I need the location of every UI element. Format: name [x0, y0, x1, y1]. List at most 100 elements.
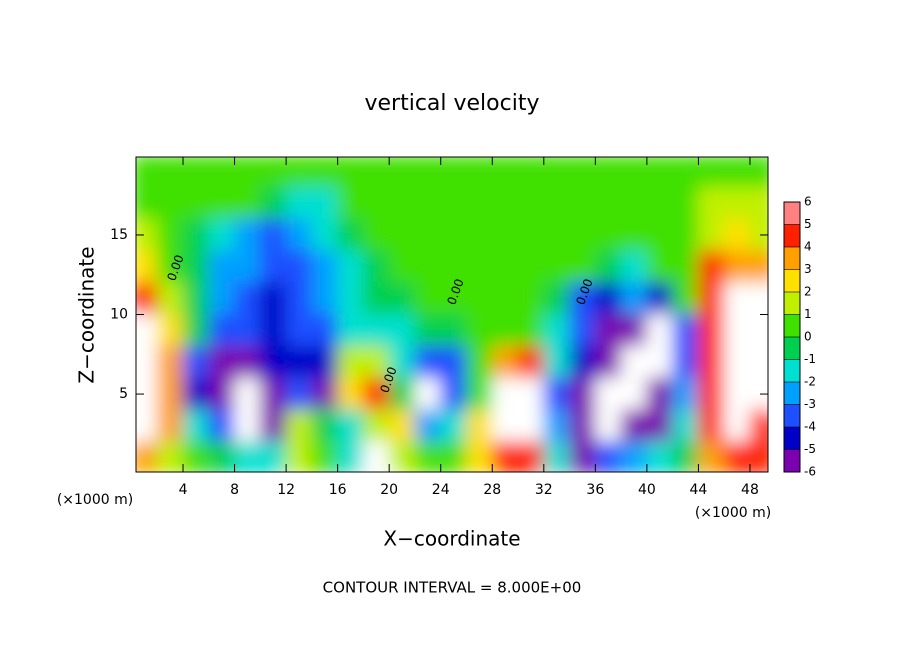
- colorbar-tick-label: -1: [804, 352, 816, 366]
- colorbar-swatch: [784, 292, 800, 315]
- cell: [569, 409, 596, 443]
- x-tick-label: 48: [741, 482, 759, 498]
- cell: [440, 186, 467, 220]
- cell: [337, 157, 364, 188]
- cell: [491, 409, 519, 443]
- cell: [723, 314, 751, 347]
- cell: [285, 377, 313, 411]
- cell: [723, 250, 751, 284]
- cell: [697, 441, 725, 472]
- colorbar-swatch: [784, 359, 800, 382]
- cell: [259, 250, 287, 284]
- cell: [465, 314, 493, 347]
- cell: [362, 282, 390, 315]
- cell: [362, 409, 390, 443]
- colorbar-swatch: [784, 314, 800, 337]
- cell: [337, 314, 364, 347]
- x-tick-label: 28: [483, 482, 501, 498]
- cell: [388, 441, 416, 472]
- cell: [311, 441, 339, 472]
- cell: [749, 314, 768, 347]
- cell: [594, 186, 622, 220]
- cell: [156, 282, 184, 315]
- cell: [646, 441, 674, 472]
- cell: [337, 441, 364, 472]
- x-tick-label: 44: [690, 482, 708, 498]
- cell: [136, 218, 158, 252]
- cell: [208, 186, 236, 220]
- cell: [414, 314, 442, 347]
- cell: [672, 250, 699, 284]
- colorbar-tick-label: -4: [804, 420, 816, 434]
- cell: [234, 250, 261, 284]
- cell: [672, 186, 699, 220]
- cell: [182, 314, 210, 347]
- cell: [440, 157, 467, 188]
- chart-title: vertical velocity: [364, 91, 539, 116]
- cell: [543, 345, 571, 379]
- cell: [569, 441, 596, 472]
- cell: [697, 345, 725, 379]
- cell: [440, 345, 467, 379]
- cell: [337, 282, 364, 315]
- cell: [465, 250, 493, 284]
- cell: [646, 250, 674, 284]
- cell: [672, 377, 699, 411]
- cell: [543, 157, 571, 188]
- cell: [311, 186, 339, 220]
- cell: [569, 157, 596, 188]
- x-tick-label: 36: [586, 482, 604, 498]
- cell: [723, 345, 751, 379]
- field: [136, 157, 768, 472]
- cell: [208, 345, 236, 379]
- cell: [285, 345, 313, 379]
- x-tick-label: 20: [380, 482, 398, 498]
- cell: [311, 250, 339, 284]
- cell: [156, 441, 184, 472]
- cell: [208, 314, 236, 347]
- cell: [491, 218, 519, 252]
- cell: [723, 282, 751, 315]
- colorbar-swatch: [784, 337, 800, 360]
- cell: [285, 186, 313, 220]
- cell: [156, 250, 184, 284]
- cell: [388, 218, 416, 252]
- x-tick-label: 24: [432, 482, 450, 498]
- cell: [543, 377, 571, 411]
- footer-note: CONTOUR INTERVAL = 8.000E+00: [323, 579, 582, 597]
- cell: [594, 282, 622, 315]
- cell: [672, 218, 699, 252]
- cell: [362, 441, 390, 472]
- cell: [136, 345, 158, 379]
- cell: [259, 218, 287, 252]
- y-tick-label: 5: [119, 386, 128, 402]
- plot-area: [136, 157, 768, 472]
- cell: [517, 314, 545, 347]
- cell: [465, 157, 493, 188]
- cell: [594, 377, 622, 411]
- cell: [620, 282, 648, 315]
- cell: [234, 314, 261, 347]
- cell: [749, 218, 768, 252]
- cell: [749, 250, 768, 284]
- cell: [569, 218, 596, 252]
- cell: [620, 377, 648, 411]
- cell: [594, 218, 622, 252]
- cell: [749, 377, 768, 411]
- colorbar-tick-label: -5: [804, 442, 816, 456]
- colorbar-tick-label: -3: [804, 397, 816, 411]
- cell: [646, 218, 674, 252]
- cell: [672, 345, 699, 379]
- cell: [517, 282, 545, 315]
- y-tick-label: 15: [110, 227, 128, 243]
- cell: [491, 345, 519, 379]
- cell: [723, 157, 751, 188]
- x-unit-label: (×1000 m): [695, 505, 771, 521]
- cell: [388, 345, 416, 379]
- cell: [440, 441, 467, 472]
- cell: [362, 314, 390, 347]
- cell: [156, 157, 184, 188]
- cell: [491, 186, 519, 220]
- cell: [594, 345, 622, 379]
- cell: [620, 218, 648, 252]
